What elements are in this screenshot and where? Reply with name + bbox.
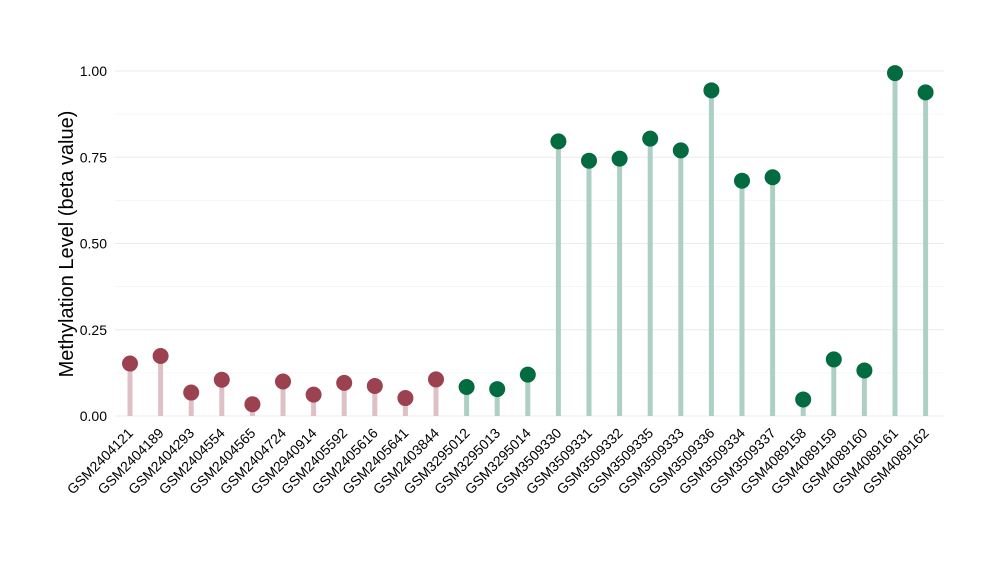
data-point (152, 347, 169, 364)
data-point (489, 381, 506, 398)
data-point (213, 371, 230, 388)
data-point (825, 351, 842, 368)
data-point (122, 355, 138, 372)
point-layer (122, 65, 934, 413)
data-point (764, 169, 781, 186)
data-point (428, 371, 444, 388)
y-tick-labels: 0.00 0.25 0.50 0.75 1.00 (80, 63, 107, 424)
data-point (550, 133, 567, 150)
data-point (244, 396, 261, 413)
data-point (305, 386, 322, 403)
data-point (458, 379, 475, 396)
data-point (183, 384, 200, 401)
y-tick-label: 0.00 (80, 408, 107, 424)
data-point (672, 142, 689, 159)
data-point (366, 377, 383, 394)
data-point (581, 152, 597, 169)
data-point (642, 130, 659, 147)
y-tick-label: 1.00 (80, 63, 107, 79)
grid-layer (115, 70, 944, 417)
data-point (887, 65, 903, 82)
data-point (856, 362, 873, 379)
data-point (275, 373, 291, 390)
data-point (336, 374, 353, 391)
y-tick-label: 0.50 (80, 236, 107, 252)
y-tick-label: 0.75 (80, 149, 107, 165)
x-tick-labels: GSM2404121GSM2404189GSM2404293GSM2404554… (64, 425, 932, 498)
data-point (795, 391, 812, 408)
data-point (734, 172, 750, 189)
data-point (917, 84, 934, 101)
data-point (519, 366, 536, 383)
stem-layer (127, 73, 929, 416)
data-point (611, 150, 628, 167)
y-axis-title: Methylation Level (beta value) (56, 111, 78, 378)
y-tick-label: 0.25 (80, 322, 107, 338)
data-point (703, 82, 720, 99)
data-point (397, 390, 414, 407)
